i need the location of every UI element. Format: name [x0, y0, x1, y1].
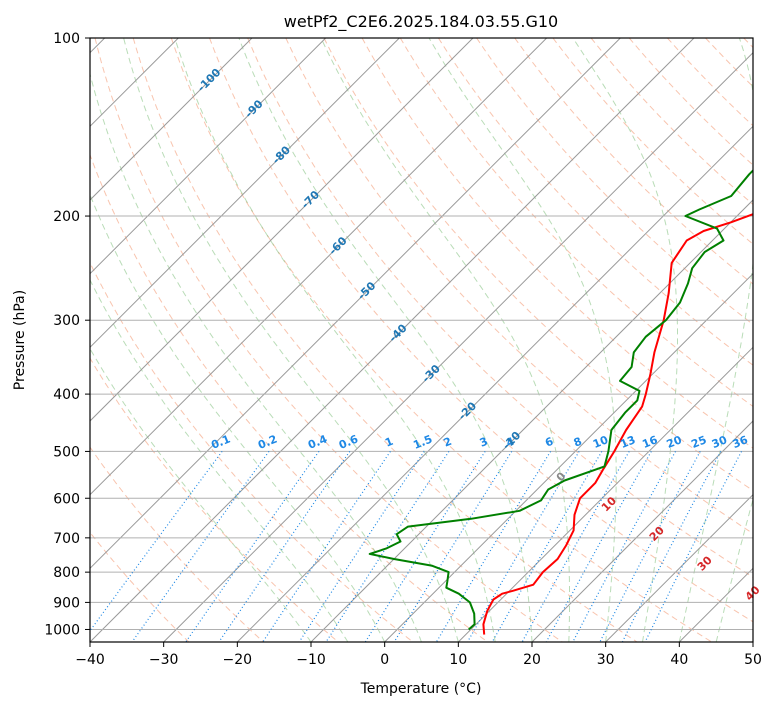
mixing-ratio-line — [131, 451, 270, 642]
mixing-ratio-line — [491, 451, 603, 642]
moist-adiabat-line — [90, 193, 386, 642]
plot-frame — [89, 37, 754, 643]
mixing-ratio-line — [644, 451, 743, 642]
mixing-ratio-line — [599, 451, 701, 642]
x-tick-label: 10 — [449, 652, 467, 668]
chart-series — [368, 169, 753, 635]
dry-adiabat-line — [323, 38, 753, 492]
y-tick-label: 600 — [53, 491, 80, 507]
isotherm-line — [90, 38, 327, 275]
dry-adiabat-line — [90, 153, 488, 642]
moist-adiabat-line — [238, 38, 533, 642]
x-tick-label: −40 — [75, 652, 105, 668]
mixing-ratio-line — [393, 451, 513, 642]
y-tick-label: 200 — [53, 209, 80, 225]
isotherm-line — [90, 38, 621, 570]
moist-adiabat-line — [715, 497, 753, 642]
isotherm-line — [163, 51, 753, 642]
y-tick-label: 100 — [53, 31, 80, 47]
x-tick-label: 0 — [380, 652, 389, 668]
moist-adiabat-line — [572, 38, 678, 642]
isotherm-line — [457, 346, 753, 642]
mixing-ratio-line — [218, 451, 351, 642]
x-tick-label: −20 — [223, 652, 253, 668]
mixing-ratio-line — [90, 451, 223, 632]
y-tick-label: 300 — [53, 313, 80, 329]
isotherm-line — [90, 38, 253, 201]
mixing-ratio-label: 3 — [478, 435, 490, 450]
mixing-ratio-line — [545, 451, 652, 642]
isotherm-line — [310, 199, 753, 642]
mixing-ratio-line — [572, 451, 677, 642]
x-tick-label: 20 — [523, 652, 541, 668]
moist-adiabat-line — [90, 278, 349, 642]
dry-adiabat-line — [90, 446, 264, 642]
isotherm-line — [90, 38, 400, 349]
isotherm-line — [384, 272, 753, 642]
x-axis-label: Temperature (°C) — [360, 681, 482, 697]
isotherm-line — [90, 38, 474, 422]
moist-adiabat-line — [678, 38, 753, 642]
mixing-ratio-line — [298, 451, 425, 642]
chart-grid — [90, 38, 753, 642]
y-axis-label: Pressure (hPa) — [12, 290, 28, 390]
mixing-ratio-line — [621, 451, 722, 642]
mixing-ratio-line — [185, 451, 320, 642]
moist-adiabat-line — [174, 38, 496, 642]
y-tick-label: 700 — [53, 531, 80, 547]
mixing-ratio-label: 16 — [640, 433, 659, 451]
x-tick-label: −10 — [296, 652, 326, 668]
moist-adiabat-line — [428, 38, 617, 642]
dry-adiabat-line — [132, 38, 638, 642]
y-tick-label: 500 — [53, 444, 80, 460]
dry-adiabat-line — [94, 38, 563, 642]
moist-adiabat-line — [90, 72, 422, 642]
x-tick-label: 50 — [744, 652, 762, 668]
mixing-ratio-label: 20 — [665, 433, 684, 451]
mixing-ratio-line — [364, 451, 486, 642]
mixing-ratio-label: 30 — [710, 433, 729, 451]
isotherm-line — [90, 38, 548, 496]
x-tick-label: 30 — [597, 652, 615, 668]
mixing-ratio-label: 1 — [383, 435, 395, 450]
chart-title: wetPf2_C2E6.2025.184.03.55.G10 — [284, 12, 558, 32]
dry-adiabat-line — [247, 38, 753, 578]
isotherm-line — [236, 125, 753, 642]
dry-adiabat-line — [476, 38, 753, 326]
x-tick-label: −30 — [149, 652, 179, 668]
y-tick-label: 1000 — [44, 622, 80, 638]
y-tick-label: 800 — [53, 565, 80, 581]
dewpoint-profile-line — [368, 169, 753, 631]
mixing-ratio-label: 10 — [591, 433, 610, 451]
dry-adiabat-line — [437, 38, 753, 366]
mixing-ratio-label: 25 — [689, 433, 708, 451]
y-tick-label: 900 — [53, 595, 80, 611]
chart-axes: −40 −30 −20 −10 0 10 20 30 40 50 1000 900 800 700 600 5… — [44, 31, 762, 668]
dry-adiabat-line — [209, 38, 753, 623]
mixing-ratio-label: 8 — [572, 435, 584, 450]
moist-adiabat-line — [123, 38, 459, 642]
moist-adiabat-line — [320, 38, 570, 642]
x-tick-label: 40 — [670, 652, 688, 668]
temperature-profile-line — [482, 213, 753, 635]
isotherm-line — [752, 641, 753, 642]
mixing-ratio-label: 36 — [731, 433, 750, 451]
mixing-ratio-label: 13 — [618, 433, 637, 451]
mixing-ratio-line — [521, 451, 630, 642]
mixing-ratio-label: 2 — [442, 435, 454, 450]
isotherm-line — [90, 38, 695, 642]
plot-background — [90, 38, 753, 642]
isotherm-line — [605, 493, 753, 642]
y-tick-label: 400 — [53, 387, 80, 403]
isotherm-line — [531, 420, 753, 642]
